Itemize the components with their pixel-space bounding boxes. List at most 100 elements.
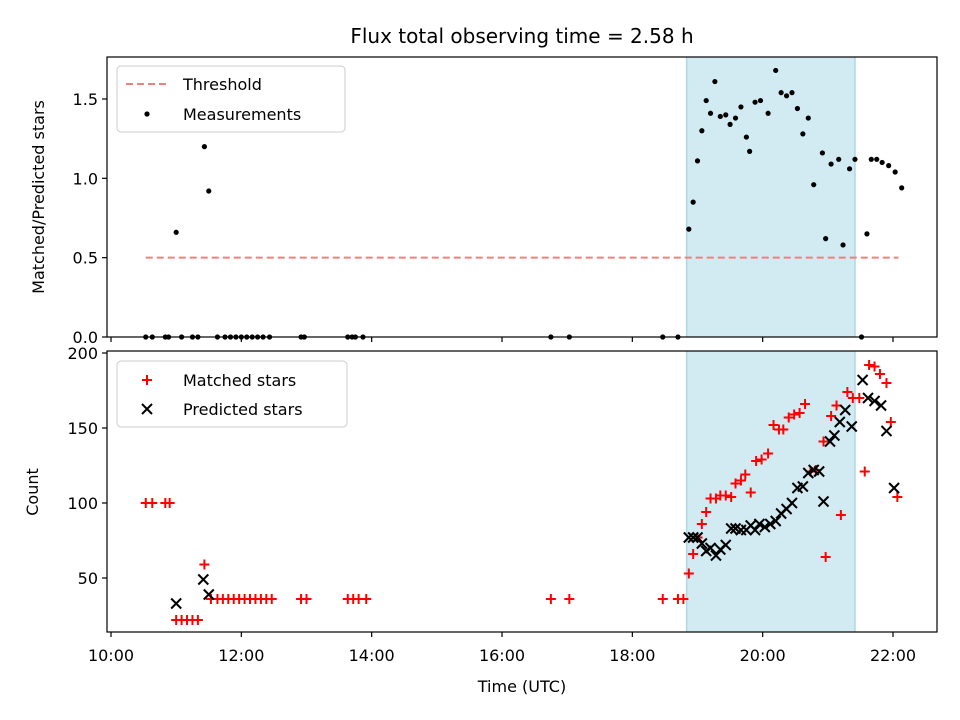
measurement-point (836, 156, 842, 162)
matched-star-point (745, 487, 756, 498)
matched-star-point (874, 369, 885, 379)
matched-star-point (683, 568, 694, 579)
legend-measurement-label: Measurements (183, 105, 301, 124)
measurement-point (723, 112, 729, 118)
predicted-star-point (197, 573, 210, 586)
matched-star-point (763, 448, 774, 459)
measurement-point (778, 90, 784, 96)
matched-star-point (789, 409, 800, 420)
measurement-point (819, 150, 826, 156)
measurement-point (794, 105, 801, 112)
measurement-point (690, 199, 696, 205)
predicted-star-point (687, 531, 699, 544)
matched-star-point (859, 466, 870, 477)
predicted-star-point (824, 435, 836, 448)
measurement-point (886, 163, 892, 169)
predicted-star-point (753, 518, 766, 530)
predicted-star-point (880, 425, 893, 437)
observing-window-span (686, 351, 855, 632)
predicted-star-point (862, 392, 874, 404)
measurement-point (864, 231, 870, 237)
matched-star-point (881, 378, 892, 388)
legend-matched-label: Matched stars (183, 371, 296, 390)
legend-predicted-label: Predicted stars (183, 400, 303, 419)
measurement-point (206, 188, 212, 194)
measurement-point (757, 97, 764, 104)
predicted-star-point (786, 497, 798, 509)
measurement-point (752, 99, 758, 105)
measurement-point (686, 226, 692, 232)
y-axis-label-bottom: Count (23, 468, 42, 516)
predicted-star-point (856, 374, 869, 386)
matched-star-point (800, 399, 811, 409)
matched-star-point (892, 492, 903, 502)
matched-star-point (768, 420, 779, 430)
matched-star-point (545, 594, 556, 604)
matched-star-point (818, 436, 829, 447)
x-tick-label: 20:00 (740, 646, 786, 665)
matched-star-point (720, 490, 731, 501)
predicted-star-point (868, 395, 881, 407)
measurement-point (765, 110, 771, 116)
x-tick-label: 18:00 (609, 646, 655, 665)
matched-star-point (701, 507, 712, 517)
legend-bottom: Matched stars Predicted stars (116, 360, 348, 428)
measurement-point (892, 169, 898, 175)
measurement-point (743, 134, 749, 140)
matched-star-point (751, 456, 762, 466)
predicted-star-point (828, 429, 841, 442)
matched-star-point (678, 594, 689, 604)
y-tick-label: 1.0 (73, 169, 98, 188)
measurement-point (783, 93, 790, 99)
matched-star-point (657, 594, 668, 604)
predicted-star-point (834, 416, 846, 428)
matched-star-point (756, 454, 767, 465)
measurement-point (899, 185, 905, 191)
predicted-star-point (759, 521, 771, 533)
measurement-point (732, 115, 739, 121)
measurement-point (805, 115, 811, 121)
measurement-point (789, 90, 795, 96)
chart-title: Flux total observing time = 2.58 h (350, 24, 693, 48)
predicted-star-point (749, 524, 761, 536)
predicted-star-point (691, 531, 704, 544)
measurement-point (703, 97, 709, 104)
matched-star-point (869, 361, 880, 372)
x-tick-label: 10:00 (88, 646, 134, 665)
matched-star-point (164, 498, 175, 508)
measurement-point (823, 236, 829, 242)
y-tick-label: 1.5 (73, 90, 98, 109)
predicted-star-point (813, 465, 825, 478)
legend-threshold-label: Threshold (182, 75, 262, 94)
measurement-point (811, 182, 817, 188)
matched-star-point (778, 424, 789, 435)
observing-window-span (686, 57, 855, 337)
matched-star-point (740, 469, 751, 480)
matched-star-point (835, 510, 846, 520)
legend-measurement-swatch (144, 111, 150, 117)
measurement-point (694, 158, 701, 164)
legend-matched-swatch (142, 375, 152, 385)
measurement-point (707, 110, 714, 116)
predicted-star-point (170, 597, 182, 610)
predicted-star-point (725, 522, 737, 535)
x-tick-label: 22:00 (870, 646, 916, 665)
predicted-star-point (875, 399, 887, 412)
matched-star-point (826, 411, 837, 421)
predicted-star-point (683, 531, 695, 544)
measurement-point (773, 67, 779, 74)
y-axis-label-top: Matched/Predicted stars (29, 100, 48, 294)
matched-star-point (864, 360, 875, 370)
y-tick-label: 0.5 (73, 249, 98, 268)
top-panel: 0.0 0.5 1.0 1.5 Threshold Measurements (73, 56, 938, 347)
matched-star-point (783, 412, 794, 423)
matched-star-point (820, 552, 831, 562)
matched-star-point (854, 393, 865, 403)
axes-frame (106, 56, 938, 338)
y-tick-label: 100 (67, 494, 98, 513)
measurement-point (727, 121, 733, 127)
predicted-star-point (704, 542, 717, 554)
measurement-point (800, 131, 806, 137)
matched-star-point (301, 594, 312, 604)
predicted-star-point (769, 515, 782, 527)
